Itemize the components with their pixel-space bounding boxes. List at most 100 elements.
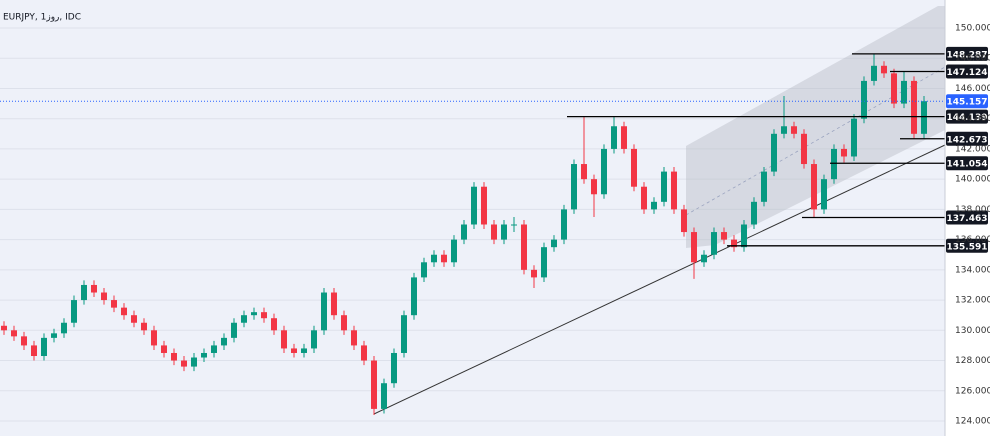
candle-body [511, 224, 517, 226]
candle-body [851, 118, 857, 157]
candle-body [551, 239, 557, 248]
candle-body [611, 126, 617, 149]
candle-body [251, 312, 257, 316]
candle-body [31, 345, 37, 357]
candle-body [341, 315, 347, 331]
candle-body [711, 232, 717, 255]
candle-body [541, 247, 547, 278]
candle-body [281, 330, 287, 349]
y-tick-label: 140.000 [955, 175, 990, 185]
candle-body [581, 164, 587, 180]
candle-body [761, 171, 767, 202]
current-price-label: 145.157 [947, 98, 988, 108]
candle-body [491, 224, 497, 240]
candle-body [51, 333, 57, 338]
candle-body [721, 232, 727, 240]
candle-body [501, 224, 507, 240]
y-tick-label: 144.000 [955, 114, 990, 124]
candle-body [841, 148, 847, 157]
candle-body [741, 224, 747, 248]
current-price-tag [946, 94, 988, 109]
candle-body [331, 292, 337, 316]
candle-body [11, 330, 17, 337]
level-tag [946, 210, 988, 225]
candle-body [771, 133, 777, 172]
candle-body [901, 80, 907, 104]
candle-body [831, 148, 837, 180]
levels: 148.287 147.124 144.139 142.673 141.054 137.4… [0, 46, 988, 253]
level-label: 144.139 [947, 113, 988, 123]
candle-body [121, 307, 127, 316]
candle-body [241, 315, 247, 323]
candle-body [151, 330, 157, 346]
chart-title: EURJPY, 1روز, IDC [3, 13, 81, 23]
y-tick-label: 138.000 [955, 205, 990, 215]
candle-body [91, 284, 97, 293]
candle-body [521, 224, 527, 270]
candle-body [781, 126, 787, 134]
regression-channel [686, 6, 945, 248]
candle-body [221, 337, 227, 346]
candle-body [111, 300, 117, 308]
candle-body [61, 322, 67, 334]
y-tick-label: 146.000 [955, 84, 990, 94]
y-tick-label: 148.000 [955, 54, 990, 64]
candle-body [821, 179, 827, 210]
candle-body [731, 239, 737, 248]
level-label: 148.287 [947, 50, 988, 60]
candle-body [231, 322, 237, 338]
level-label: 141.054 [947, 160, 988, 170]
level-label: 142.673 [947, 135, 988, 145]
candle-body [41, 337, 47, 357]
candle-body [131, 315, 137, 323]
level-tag [946, 156, 988, 171]
level-label: 137.463 [947, 214, 988, 224]
level-tag [946, 46, 988, 61]
candle-body [191, 357, 197, 367]
candle-body [371, 360, 377, 409]
candle-body [911, 80, 917, 134]
candle-body [531, 269, 537, 278]
candle-body [1, 325, 7, 331]
candle-body [861, 80, 867, 119]
candle-body [421, 262, 427, 278]
candle-body [461, 224, 467, 240]
candle-body [141, 322, 147, 331]
candle-body [791, 126, 797, 134]
candle-body [261, 312, 267, 319]
y-tick-label: 132.000 [955, 296, 990, 306]
candle-body [561, 209, 567, 240]
candle-body [871, 65, 877, 81]
candle-body [621, 126, 627, 149]
candle-body [401, 315, 407, 353]
candle-body [171, 352, 177, 361]
candle-body [81, 284, 87, 301]
candle-body [271, 318, 277, 331]
candle-body [671, 171, 677, 210]
candle-body [391, 352, 397, 384]
candle-body [381, 383, 387, 409]
candle-body [351, 330, 357, 346]
candle-body [751, 201, 757, 225]
candle-body [441, 254, 447, 263]
y-tick-label: 134.000 [955, 265, 990, 275]
candle-body [651, 201, 657, 210]
y-tick-label: 126.000 [955, 386, 990, 396]
y-tick-label: 130.000 [955, 326, 990, 336]
candle-body [361, 345, 367, 361]
candle-body [311, 330, 317, 349]
y-tick-label: 142.000 [955, 144, 990, 154]
candle-body [601, 148, 607, 195]
candle-body [451, 239, 457, 263]
candles [1, 53, 927, 415]
candle-body [431, 254, 437, 263]
level-tag [946, 131, 988, 146]
candle-body [301, 348, 307, 353]
candle-body [21, 336, 27, 346]
candle-body [921, 101, 927, 134]
candle-body [811, 164, 817, 210]
candle-body [701, 254, 707, 263]
y-tick-label: 136.000 [955, 235, 990, 245]
